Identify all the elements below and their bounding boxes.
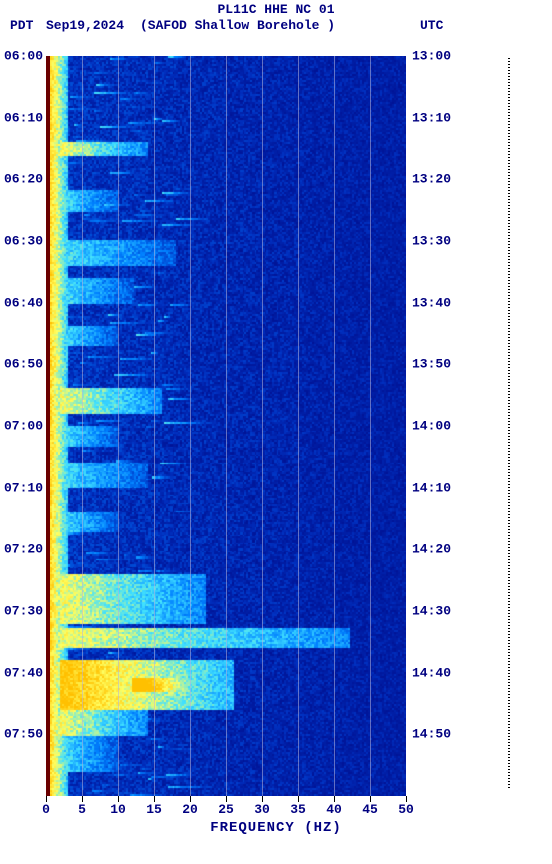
- gridline: [262, 56, 263, 796]
- y-tick-label: 06:00: [4, 49, 43, 64]
- y-tick-label: 14:00: [412, 419, 451, 434]
- x-tick-label: 30: [254, 802, 270, 817]
- gridline: [154, 56, 155, 796]
- y-tick-label: 07:50: [4, 727, 43, 742]
- y-tick-label: 07:40: [4, 665, 43, 680]
- y-tick-label: 07:00: [4, 419, 43, 434]
- x-tick-label: 25: [218, 802, 234, 817]
- station-label: (SAFOD Shallow Borehole ): [140, 18, 335, 33]
- y-tick-label: 14:30: [412, 604, 451, 619]
- gridline: [370, 56, 371, 796]
- gridline: [82, 56, 83, 796]
- x-tick-label: 35: [290, 802, 306, 817]
- gridline: [334, 56, 335, 796]
- x-tick-label: 15: [146, 802, 162, 817]
- gridline: [118, 56, 119, 796]
- y-tick-label: 13:20: [412, 172, 451, 187]
- x-tick-label: 45: [362, 802, 378, 817]
- side-data-strip: [508, 58, 510, 790]
- y-tick-label: 13:50: [412, 357, 451, 372]
- y-axis-right-labels: 13:0013:1013:2013:3013:4013:5014:0014:10…: [412, 56, 462, 796]
- y-tick-label: 07:10: [4, 480, 43, 495]
- gridline: [298, 56, 299, 796]
- x-tick-label: 40: [326, 802, 342, 817]
- y-tick-label: 13:40: [412, 295, 451, 310]
- gridline: [190, 56, 191, 796]
- x-tick-label: 20: [182, 802, 198, 817]
- y-tick-label: 14:40: [412, 665, 451, 680]
- y-axis-left-labels: 06:0006:1006:2006:3006:4006:5007:0007:10…: [4, 56, 46, 796]
- page-root: PL11C HHE NC 01 PDT Sep19,2024 (SAFOD Sh…: [0, 0, 552, 864]
- x-axis-labels: 05101520253035404550: [46, 802, 406, 822]
- y-tick-label: 14:50: [412, 727, 451, 742]
- x-tick-label: 0: [42, 802, 50, 817]
- y-tick-label: 06:20: [4, 172, 43, 187]
- spectrogram-plot: [46, 56, 406, 796]
- plot-title-line1: PL11C HHE NC 01: [0, 2, 552, 17]
- y-tick-label: 07:20: [4, 542, 43, 557]
- y-tick-label: 06:30: [4, 234, 43, 249]
- y-tick-label: 07:30: [4, 604, 43, 619]
- y-tick-label: 06:40: [4, 295, 43, 310]
- tz-left-label: PDT: [10, 18, 33, 33]
- y-tick-label: 13:30: [412, 234, 451, 249]
- y-tick-label: 06:50: [4, 357, 43, 372]
- y-tick-label: 13:00: [412, 49, 451, 64]
- x-tick-label: 50: [398, 802, 414, 817]
- tz-right-label: UTC: [420, 18, 443, 33]
- y-tick-label: 06:10: [4, 110, 43, 125]
- y-tick-label: 14:20: [412, 542, 451, 557]
- date-label: Sep19,2024: [46, 18, 124, 33]
- x-axis-title: FREQUENCY (HZ): [0, 820, 552, 836]
- x-tick-label: 10: [110, 802, 126, 817]
- y-tick-label: 14:10: [412, 480, 451, 495]
- y-tick-label: 13:10: [412, 110, 451, 125]
- left-edge-strip: [46, 56, 50, 796]
- gridline: [226, 56, 227, 796]
- x-tick-label: 5: [78, 802, 86, 817]
